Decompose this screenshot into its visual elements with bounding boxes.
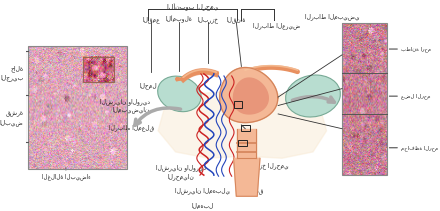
- Bar: [29, 46, 127, 169]
- Ellipse shape: [158, 76, 201, 112]
- Text: الأنبوب الرحمي: الأنبوب الرحمي: [167, 3, 219, 11]
- Text: الشريان المهبلي: الشريان المهبلي: [175, 187, 230, 193]
- Polygon shape: [234, 158, 260, 196]
- Text: البرزخ الرحمي: البرزخ الرحمي: [245, 162, 288, 169]
- Text: محافظة الرحم: محافظة الرحم: [401, 145, 439, 151]
- Bar: [234, 101, 242, 108]
- Text: عضل الرحم: عضل الرحم: [401, 93, 431, 99]
- Bar: [238, 140, 247, 146]
- Text: الشريان والوريد
المبيضيان: الشريان والوريد المبيضيان: [99, 98, 150, 113]
- Text: الأمبولة: الأمبولة: [165, 16, 192, 23]
- Bar: [342, 23, 387, 175]
- Text: الحمل: الحمل: [140, 82, 158, 89]
- Text: الرباط المعلق: الرباط المعلق: [109, 124, 154, 131]
- Text: المنق: المنق: [246, 187, 264, 193]
- Text: حالة
الجريب: حالة الجريب: [0, 65, 23, 81]
- Text: الشريان والوريد
الرحميان: الشريان والوريد الرحميان: [156, 165, 206, 180]
- Bar: [242, 125, 250, 131]
- Ellipse shape: [286, 75, 341, 117]
- Text: الغلالة البيضاء: الغلالة البيضاء: [41, 173, 90, 180]
- Text: قشرة
البيض: قشرة البيض: [0, 112, 23, 126]
- Text: الرباط العريض: الرباط العريض: [253, 22, 300, 29]
- Text: الرباط المبيضي: الرباط المبيضي: [305, 14, 359, 20]
- Text: بطانة ارحم: بطانة ارحم: [401, 46, 431, 52]
- Polygon shape: [238, 129, 256, 158]
- Bar: [83, 57, 114, 82]
- Polygon shape: [158, 91, 326, 158]
- Text: البرزخ: البرزخ: [197, 16, 218, 23]
- Polygon shape: [234, 78, 268, 114]
- Text: المهبل: المهبل: [191, 203, 214, 208]
- Text: القمع: القمع: [142, 16, 160, 23]
- Polygon shape: [220, 68, 278, 123]
- Text: القناة: القناة: [227, 16, 246, 23]
